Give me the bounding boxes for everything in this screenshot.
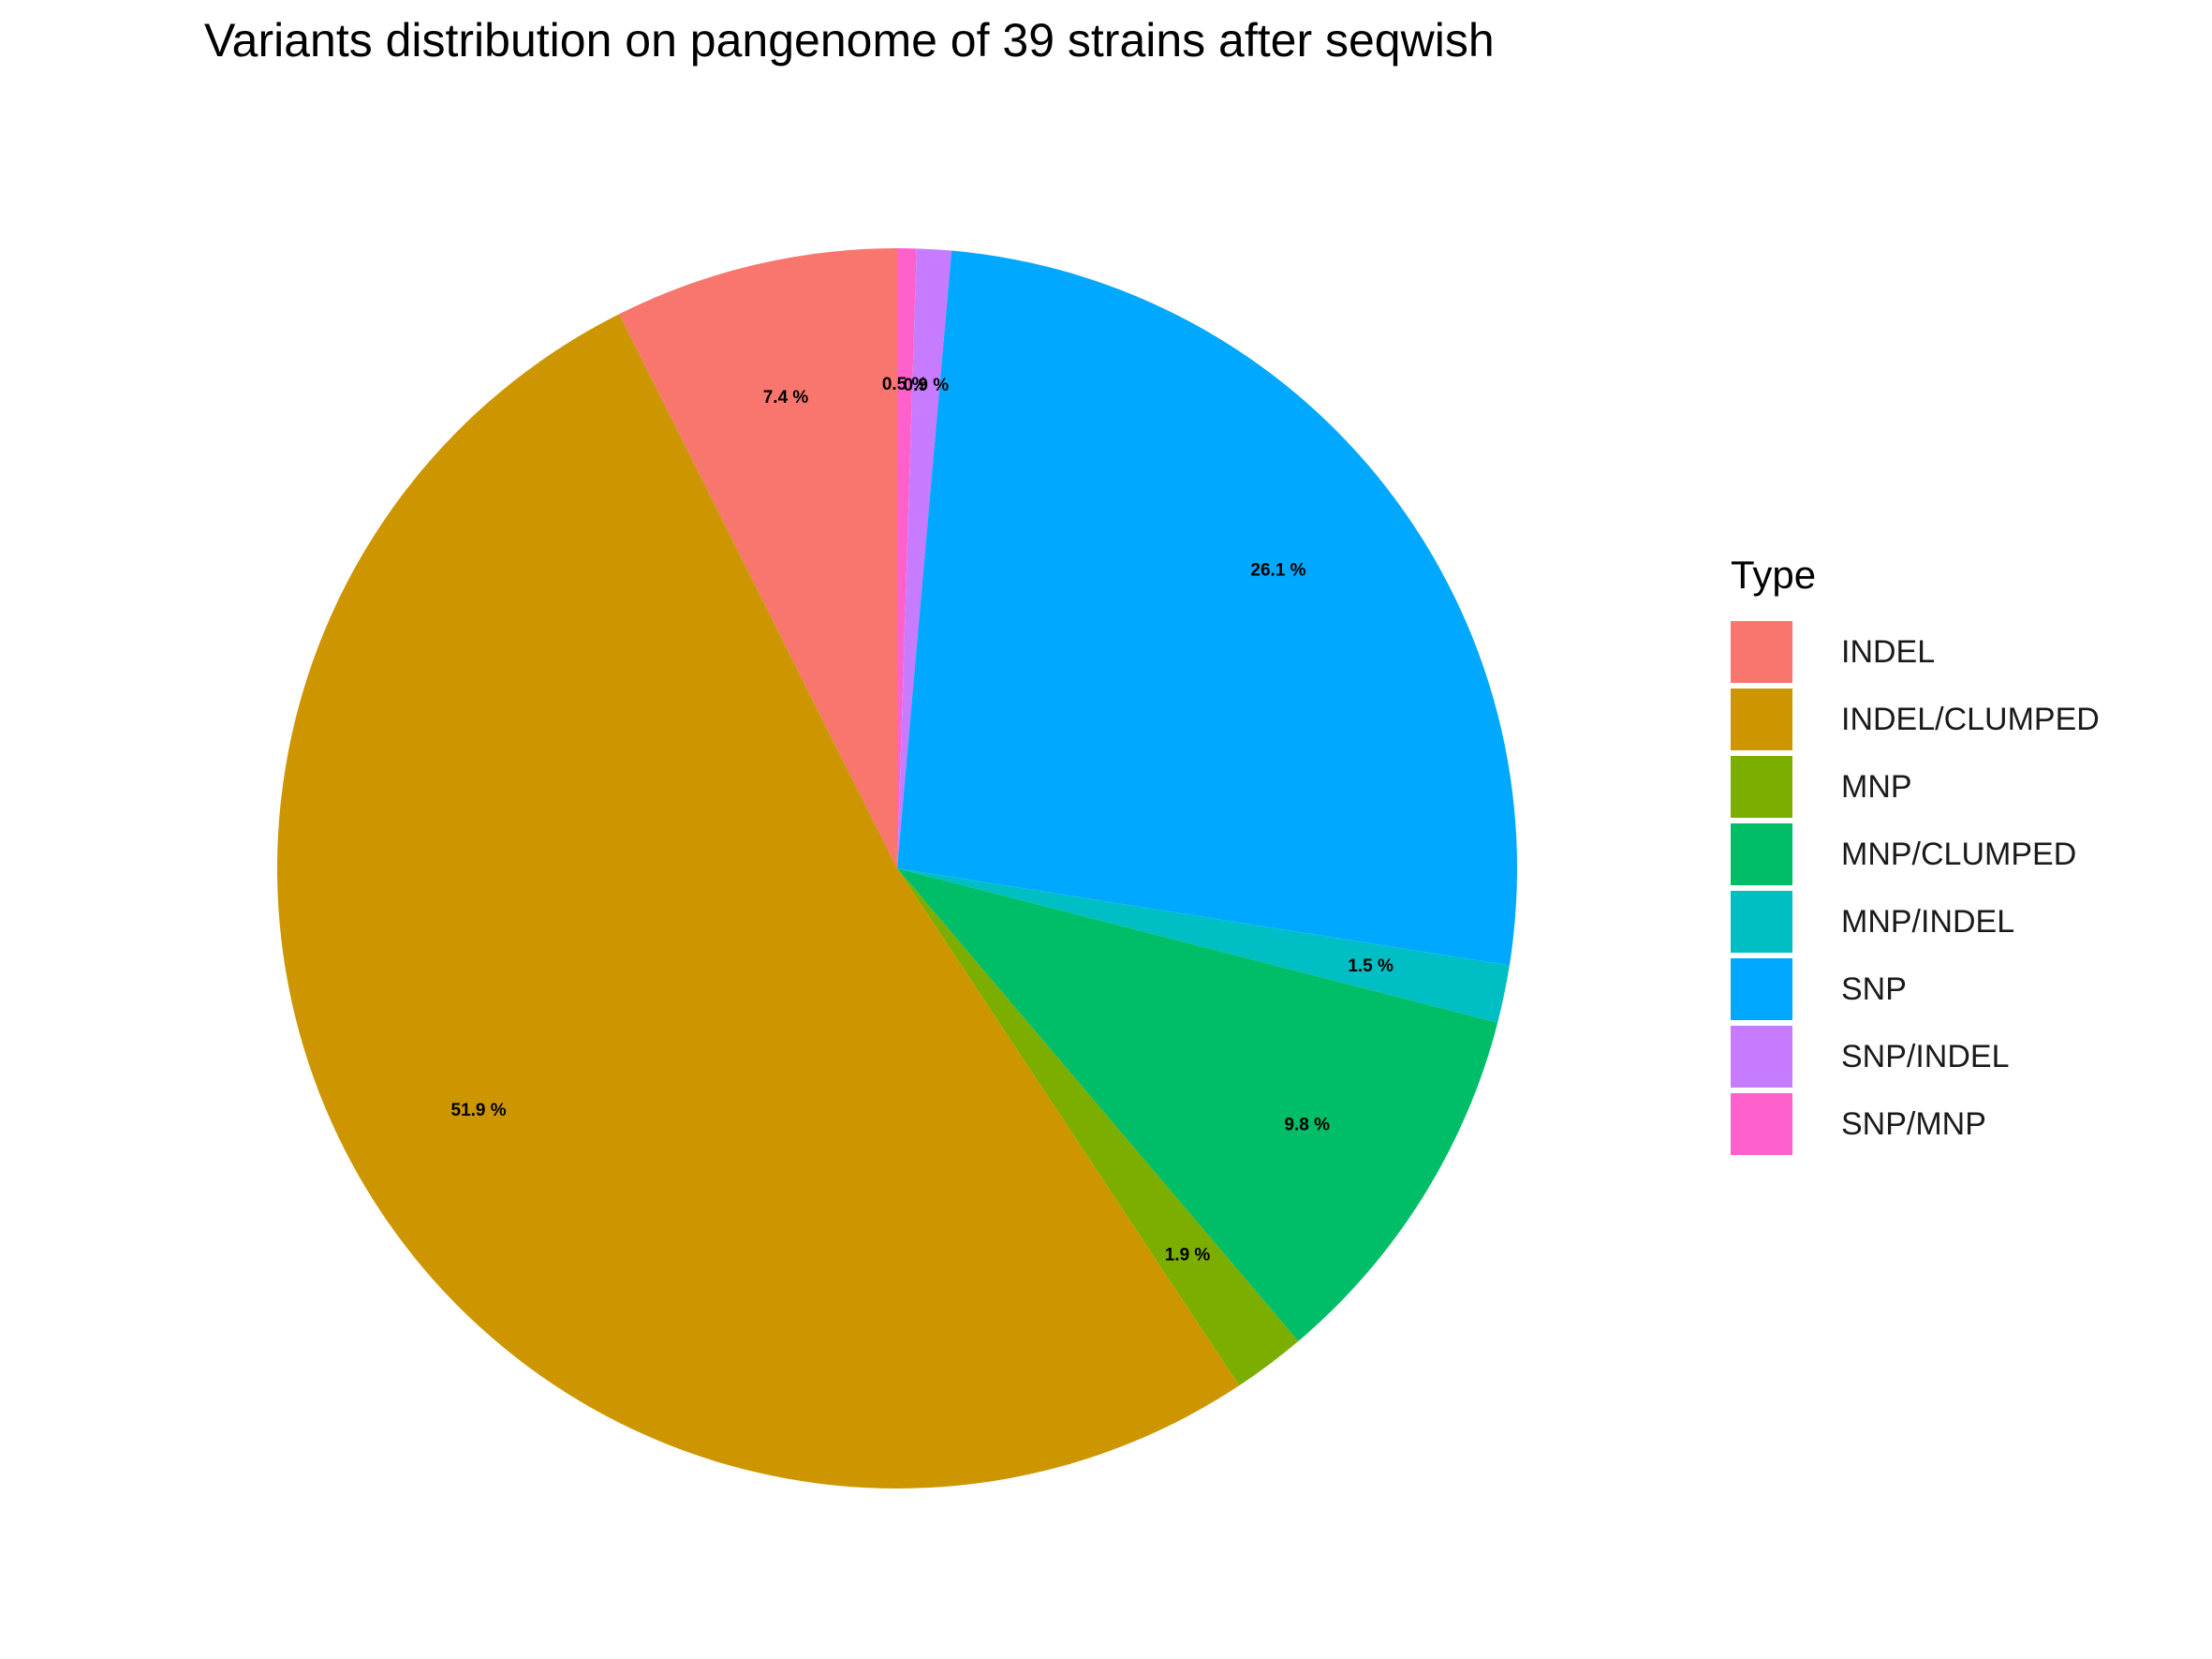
legend-item: INDEL xyxy=(1731,618,2100,686)
legend-key xyxy=(1731,823,1792,885)
legend-key xyxy=(1731,689,1792,750)
pie-slice-indel-clumped xyxy=(277,314,1240,1489)
legend-item: SNP/MNP xyxy=(1731,1090,2100,1158)
legend-label: SNP xyxy=(1841,970,1907,1007)
pie-chart: 0.5 %0.9 % 26.1 % 1.5 % 9.8 % 1.9 % 51.9 % 7.4… xyxy=(277,248,1518,1489)
legend-key xyxy=(1731,958,1792,1020)
legend-label: MNP xyxy=(1841,768,1912,805)
slice-label: 51.9 % xyxy=(451,1101,507,1120)
legend-item: SNP xyxy=(1731,955,2100,1023)
legend-item: MNP xyxy=(1731,753,2100,821)
slice-label: 1.9 % xyxy=(1165,1245,1211,1265)
legend-label: MNP/CLUMPED xyxy=(1841,836,2077,872)
legend-item: SNP/INDEL xyxy=(1731,1023,2100,1090)
pie-slice-snp xyxy=(897,250,1518,966)
legend-key xyxy=(1731,1026,1792,1088)
legend-item: MNP/INDEL xyxy=(1731,888,2100,955)
legend-label: MNP/INDEL xyxy=(1841,903,2015,940)
legend: Type INDEL INDEL/CLUMPED MNP MNP/CLUMPED MNP… xyxy=(1731,553,2100,1158)
legend-item: MNP/CLUMPED xyxy=(1731,821,2100,888)
slice-label: 0.5 % xyxy=(882,375,928,394)
slice-label: 1.5 % xyxy=(1348,956,1394,976)
chart-title: Variants distribution on pangenome of 39… xyxy=(204,14,1495,67)
legend-key xyxy=(1731,891,1792,953)
pie-slice-snp-mnp xyxy=(897,248,917,868)
pie-slices xyxy=(277,248,1518,1489)
legend-key xyxy=(1731,1093,1792,1155)
legend-label: INDEL xyxy=(1841,633,1936,670)
pie-slice-mnp xyxy=(897,868,1299,1386)
slice-label: 9.8 % xyxy=(1284,1115,1330,1134)
pie-slice-labels: 0.5 %0.9 % 26.1 % 1.5 % 9.8 % 1.9 % 51.9 % 7.4… xyxy=(451,375,1394,1265)
legend-item: INDEL/CLUMPED xyxy=(1731,686,2100,753)
legend-label: SNP/INDEL xyxy=(1841,1038,2010,1074)
legend-title: Type xyxy=(1731,553,1817,597)
pie-slice-mnp-indel xyxy=(897,868,1510,1023)
slice-label: 7.4 % xyxy=(763,388,809,407)
pie-slice-snp-indel xyxy=(897,248,952,868)
legend-label: INDEL/CLUMPED xyxy=(1841,701,2100,737)
pie-slice-indel xyxy=(619,248,897,868)
legend-key xyxy=(1731,756,1792,818)
legend-items: INDEL INDEL/CLUMPED MNP MNP/CLUMPED MNP/INDE… xyxy=(1731,618,2100,1158)
legend-key xyxy=(1731,621,1792,683)
slice-label: 26.1 % xyxy=(1250,561,1305,581)
pie-slice-mnp-clumped xyxy=(897,868,1498,1341)
slice-label: 0.9 % xyxy=(904,376,950,395)
legend-label: SNP/MNP xyxy=(1841,1105,1986,1142)
